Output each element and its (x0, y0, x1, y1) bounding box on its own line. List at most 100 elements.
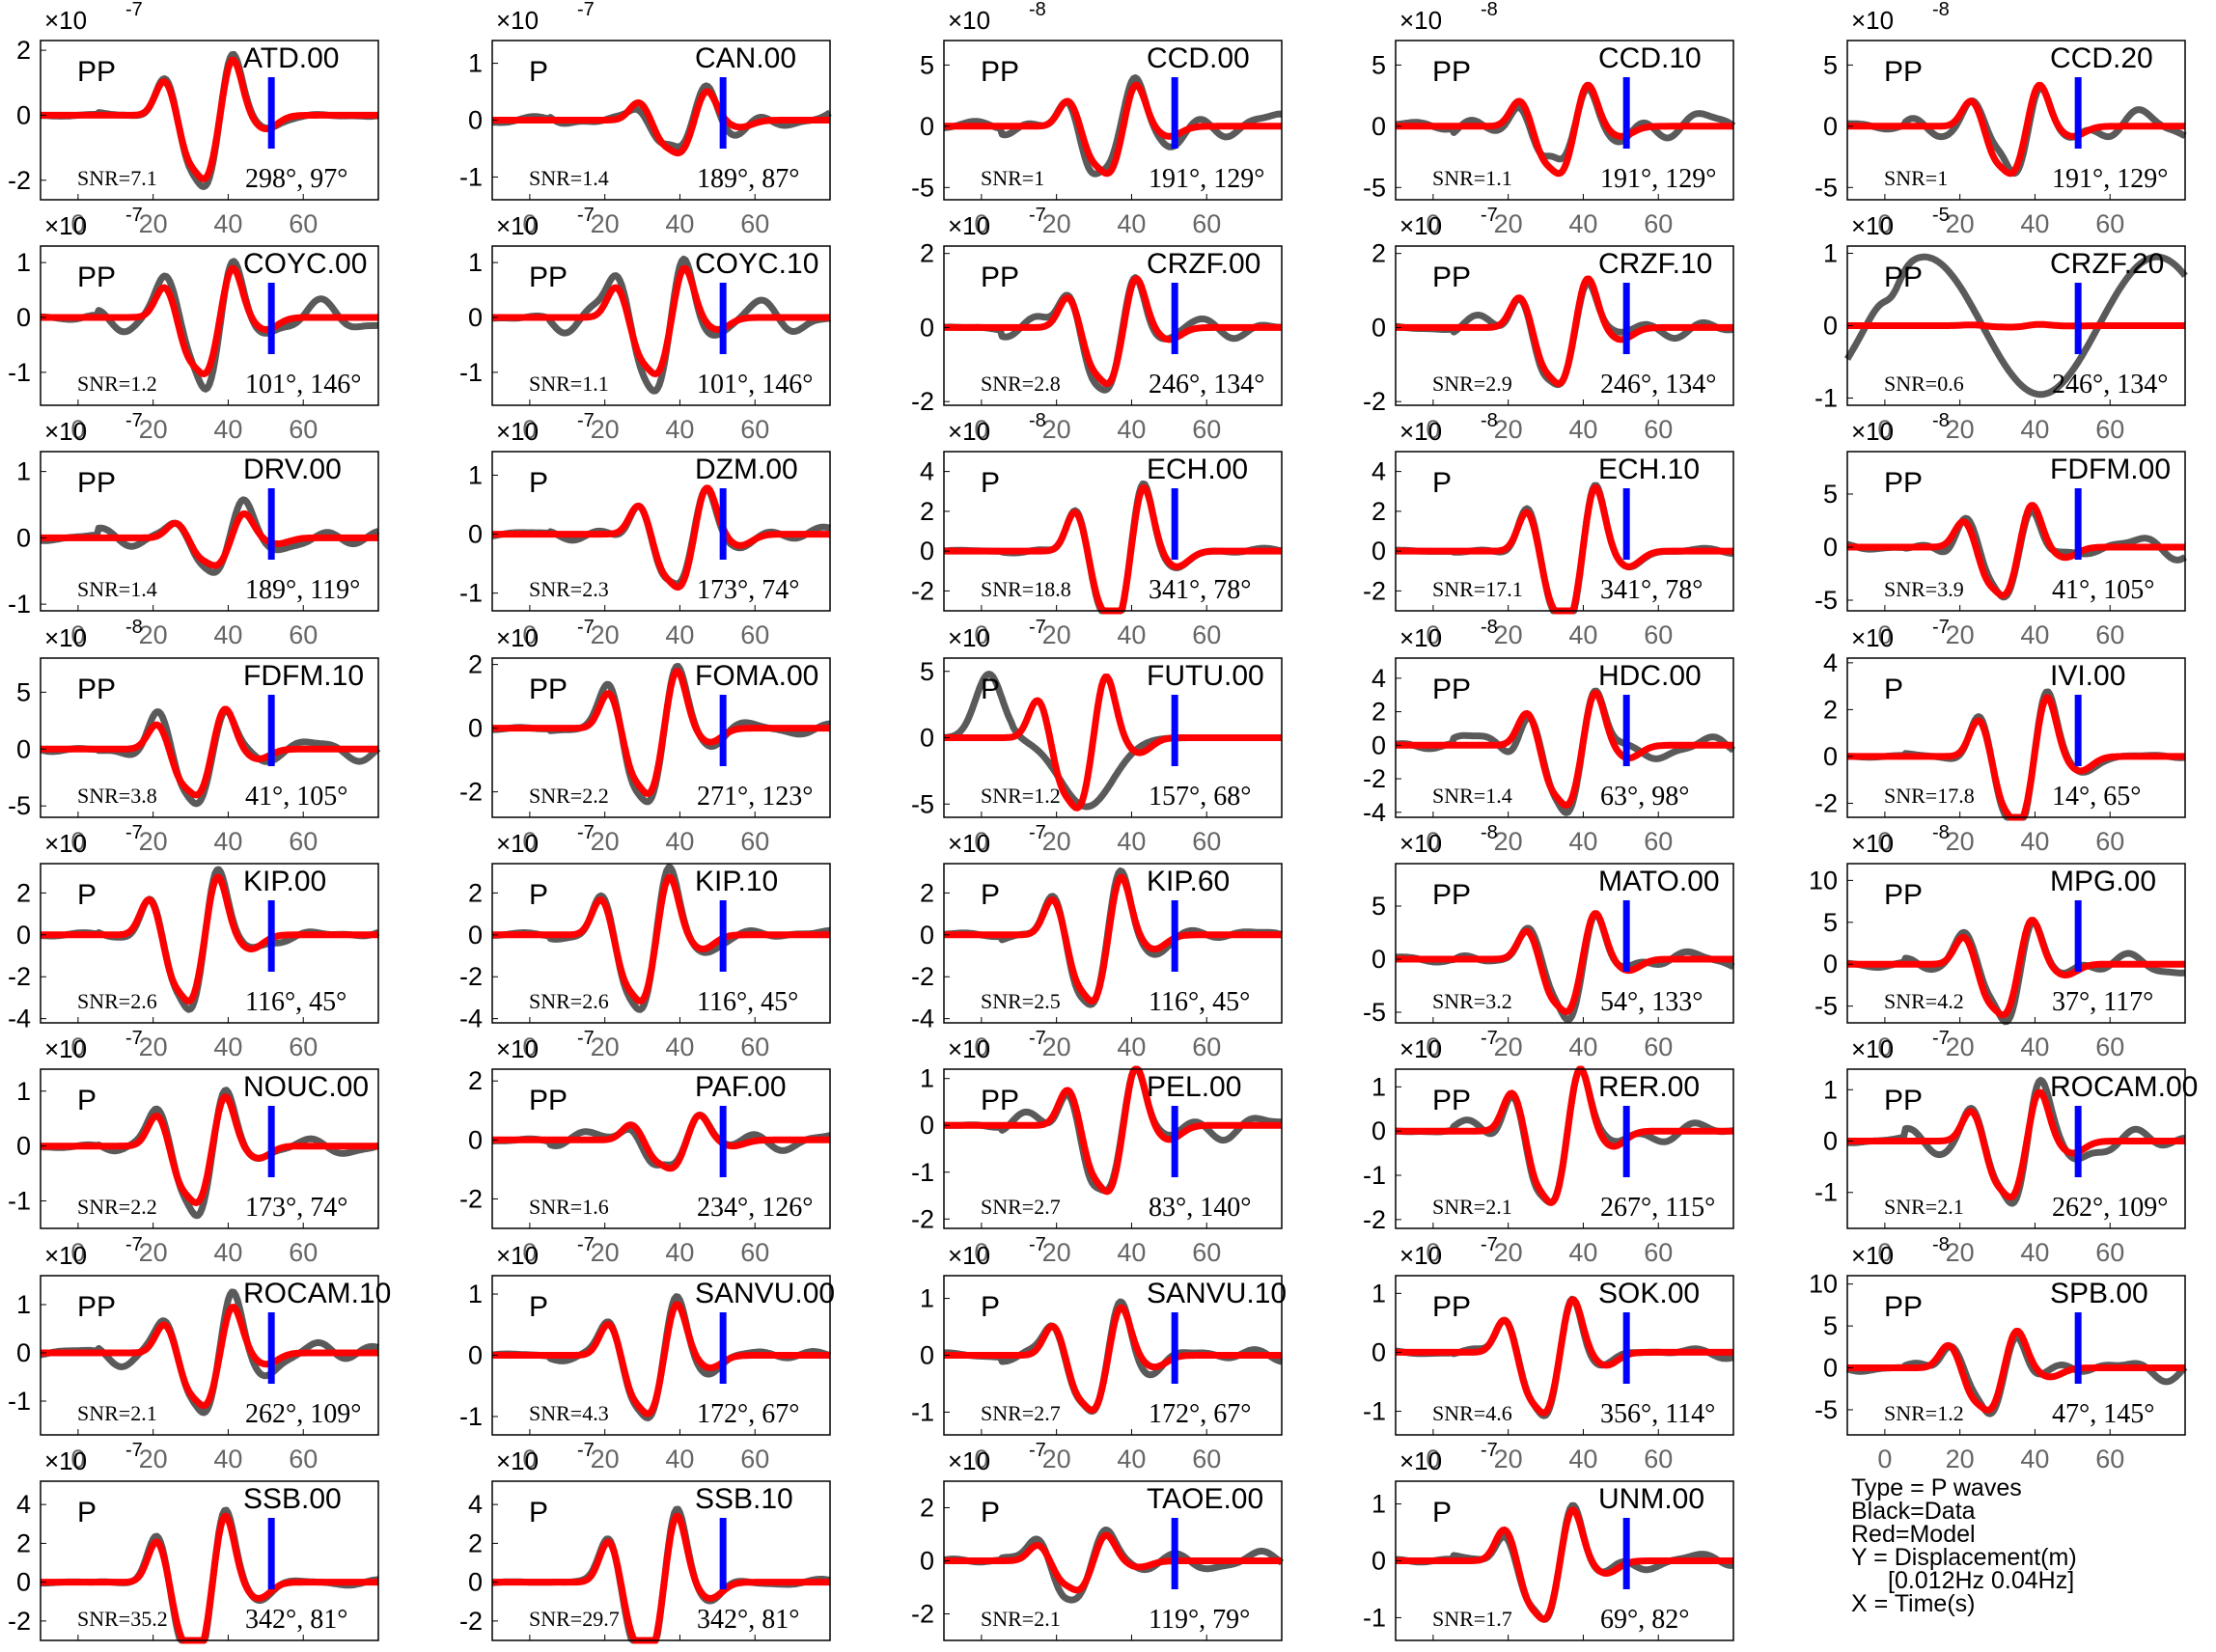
model-trace (39, 510, 380, 569)
exponent-power: -8 (1932, 1234, 1950, 1255)
snr-label: SNR=3.2 (1432, 989, 1512, 1013)
axes-box (40, 451, 379, 612)
exponent-power: -7 (125, 205, 143, 226)
exponent-power: -7 (577, 822, 595, 843)
y-tick-label: 5 (920, 50, 934, 79)
x-tick-label: 0 (974, 209, 988, 238)
x-tick-label: 60 (1192, 1650, 1221, 1652)
data-trace (1845, 1076, 2187, 1207)
axes-box (1395, 245, 1734, 406)
exponent-label: ×10 (44, 211, 87, 240)
y-tick-label: 10 (1809, 866, 1838, 895)
axes-box (491, 451, 831, 612)
snr-label: SNR=2.1 (1432, 1195, 1512, 1219)
snr-label: SNR=1.7 (1432, 1607, 1512, 1631)
angles-label: 262°, 109° (2052, 1193, 2168, 1223)
y-tick-label: 0 (1371, 1337, 1386, 1366)
model-trace (490, 1112, 832, 1172)
x-tick-label: 20 (139, 620, 168, 649)
x-tick-label: 60 (1644, 1238, 1673, 1267)
axes-box (40, 1275, 379, 1436)
panel-sanvu-10: 0 20 40 60 1 0 -1 ×10 -7 P SANVU.10 SNR=2.7 172°, 67… (911, 1234, 1287, 1473)
y-tick-label: 1 (468, 460, 483, 489)
y-tick-label: -1 (1814, 384, 1838, 413)
model-trace (1394, 689, 1735, 810)
axes-box (1395, 1275, 1734, 1436)
phase-label: PP (981, 1085, 1019, 1116)
panel-rocam-00: 0 20 40 60 1 0 -1 ×10 -7 PP ROCAM.00 SNR=2.1 262°, 1… (1814, 1028, 2198, 1267)
x-tick-label: 60 (740, 415, 769, 444)
y-tick-label: 0 (1371, 1547, 1386, 1576)
axes-box (1846, 657, 2186, 818)
snr-label: SNR=18.8 (981, 577, 1071, 601)
x-tick-label: 20 (1042, 1032, 1071, 1061)
station-label: CCD.10 (1598, 42, 1702, 74)
exponent-power: -7 (1029, 1440, 1046, 1461)
x-tick-label: 40 (665, 415, 694, 444)
exponent-label: ×10 (496, 829, 539, 858)
axes-box (40, 657, 379, 818)
y-tick-label: 0 (1823, 1127, 1838, 1156)
exponent-label: ×10 (496, 623, 539, 652)
y-tick-label: -5 (1363, 173, 1386, 202)
angles-label: 356°, 114° (1600, 1399, 1715, 1429)
model-trace (1394, 1506, 1735, 1623)
x-tick-label: 0 (974, 1445, 988, 1473)
angles-label: 189°, 119° (245, 575, 360, 605)
y-tick-label: 5 (1823, 908, 1838, 937)
station-label: SOK.00 (1598, 1278, 1700, 1309)
snr-label: SNR=0.6 (1884, 372, 1964, 396)
x-tick-label: 0 (1877, 1238, 1892, 1267)
y-tick-label: 4 (468, 1490, 483, 1519)
x-tick-label: 40 (2020, 209, 2049, 238)
snr-label: SNR=4.6 (1432, 1401, 1512, 1425)
model-trace (942, 275, 1284, 388)
y-tick-label: 4 (16, 1490, 31, 1519)
panel-ccd-10: 0 20 40 60 5 0 -5 ×10 -8 PP CCD.10 SNR=1.1 191°, 129… (1363, 0, 1736, 238)
x-tick-label: 60 (740, 1445, 769, 1473)
snr-label: SNR=1 (981, 166, 1044, 190)
x-tick-label: 60 (2095, 415, 2124, 444)
x-tick-label: 20 (591, 827, 620, 856)
data-trace (1843, 253, 2188, 399)
x-tick-label: 0 (522, 415, 537, 444)
y-tick-label: -4 (1363, 798, 1386, 827)
x-tick-label: 60 (1192, 209, 1221, 238)
x-tick-label: 60 (289, 1445, 318, 1473)
y-tick-label: 2 (468, 650, 483, 679)
x-tick-label: 40 (213, 620, 242, 649)
phase-label: P (529, 1291, 548, 1323)
model-trace (39, 1093, 380, 1206)
y-tick-label: 0 (920, 537, 934, 565)
x-tick-label: 20 (1042, 1445, 1071, 1473)
exponent-label: ×10 (1851, 417, 1894, 446)
y-tick-label: -5 (911, 173, 934, 202)
x-tick-label: 0 (522, 209, 537, 238)
y-tick-label: 0 (16, 1132, 31, 1161)
axes-box (1395, 40, 1734, 201)
snr-label: SNR=2.6 (529, 989, 609, 1013)
snr-label: SNR=1.2 (1884, 1401, 1964, 1425)
y-tick-label: -2 (1814, 788, 1838, 817)
y-tick-label: -4 (8, 1005, 31, 1033)
y-tick-label: -2 (1363, 387, 1386, 416)
x-tick-label: 40 (1568, 620, 1597, 649)
y-tick-label: 0 (16, 921, 31, 950)
y-tick-label: -2 (911, 387, 934, 416)
angles-label: 69°, 82° (1600, 1605, 1689, 1635)
station-label: KIP.60 (1147, 866, 1230, 897)
x-tick-label: 0 (1426, 827, 1440, 856)
snr-label: SNR=1.1 (529, 372, 609, 396)
y-tick-label: 0 (1823, 312, 1838, 341)
exponent-label: ×10 (44, 1241, 87, 1270)
y-tick-label: -2 (911, 962, 934, 991)
axes-box (491, 1480, 831, 1641)
angles-label: 101°, 146° (697, 370, 813, 399)
x-tick-label: 40 (213, 1445, 242, 1473)
x-tick-label: 20 (1946, 827, 1975, 856)
exponent-power: -8 (1029, 410, 1046, 431)
station-label: PAF.00 (695, 1071, 787, 1103)
x-tick-label: 60 (289, 415, 318, 444)
exponent-power: -7 (1932, 1028, 1950, 1049)
